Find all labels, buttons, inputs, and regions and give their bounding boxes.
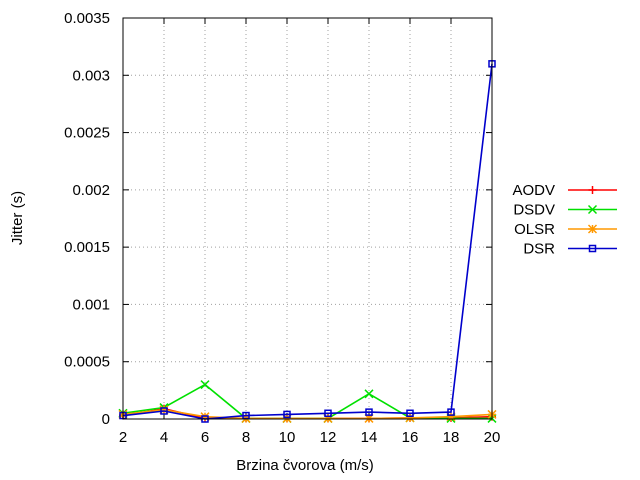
y-tick-label: 0.0005 bbox=[64, 354, 110, 371]
x-tick-label: 12 bbox=[320, 429, 337, 446]
x-axis-label: Brzina čvorova (m/s) bbox=[236, 457, 374, 474]
y-tick-label: 0.001 bbox=[72, 296, 110, 313]
y-tick-label: 0 bbox=[102, 411, 110, 428]
series-line-dsr bbox=[122, 63, 493, 420]
legend: AODV DSDV OLSR DSR bbox=[512, 182, 617, 258]
x-tick-label: 20 bbox=[484, 429, 501, 446]
series-group bbox=[118, 60, 497, 423]
y-tick-label: 0.0015 bbox=[64, 239, 110, 256]
axis-ticks: 0 0.0005 0.001 0.0015 0.002 0.0025 0.003 0.0035… bbox=[64, 10, 500, 446]
x-tick-label: 8 bbox=[242, 429, 250, 446]
data-point-dsr bbox=[283, 410, 291, 419]
legend-marker-dsdv bbox=[587, 204, 598, 215]
y-tick-label: 0.0025 bbox=[64, 125, 110, 142]
legend-label-aodv: AODV bbox=[512, 182, 555, 199]
y-tick-label: 0.003 bbox=[72, 67, 110, 84]
x-tick-label: 18 bbox=[443, 429, 460, 446]
legend-marker-olsr bbox=[587, 224, 598, 234]
data-point-dsr bbox=[406, 409, 414, 418]
x-tick-label: 16 bbox=[402, 429, 419, 446]
grid bbox=[123, 18, 492, 419]
y-tick-label: 0.002 bbox=[72, 182, 110, 199]
series-line-olsr bbox=[122, 408, 493, 420]
x-tick-label: 6 bbox=[201, 429, 209, 446]
plot-frame bbox=[122, 17, 493, 420]
series-dsdv bbox=[118, 380, 497, 423]
legend-label-dsr: DSR bbox=[523, 241, 555, 258]
data-point-dsdv bbox=[364, 389, 374, 399]
data-point-dsr bbox=[365, 408, 373, 416]
series-dsr bbox=[119, 60, 496, 423]
data-point-dsr bbox=[160, 407, 168, 415]
x-tick-label: 4 bbox=[160, 429, 168, 446]
data-point-dsr bbox=[324, 409, 332, 418]
data-point-dsr bbox=[447, 408, 455, 416]
legend-marker-aodv bbox=[588, 186, 597, 194]
y-axis-label: Jitter (s) bbox=[9, 191, 26, 245]
data-point-dsdv bbox=[200, 380, 210, 390]
legend-marker-dsr bbox=[588, 244, 597, 253]
x-tick-label: 14 bbox=[361, 429, 378, 446]
legend-label-olsr: OLSR bbox=[514, 221, 555, 238]
y-tick-label: 0.0035 bbox=[64, 10, 110, 27]
x-tick-label: 10 bbox=[279, 429, 296, 446]
legend-label-dsdv: DSDV bbox=[513, 202, 555, 219]
x-tick-label: 2 bbox=[119, 429, 127, 446]
